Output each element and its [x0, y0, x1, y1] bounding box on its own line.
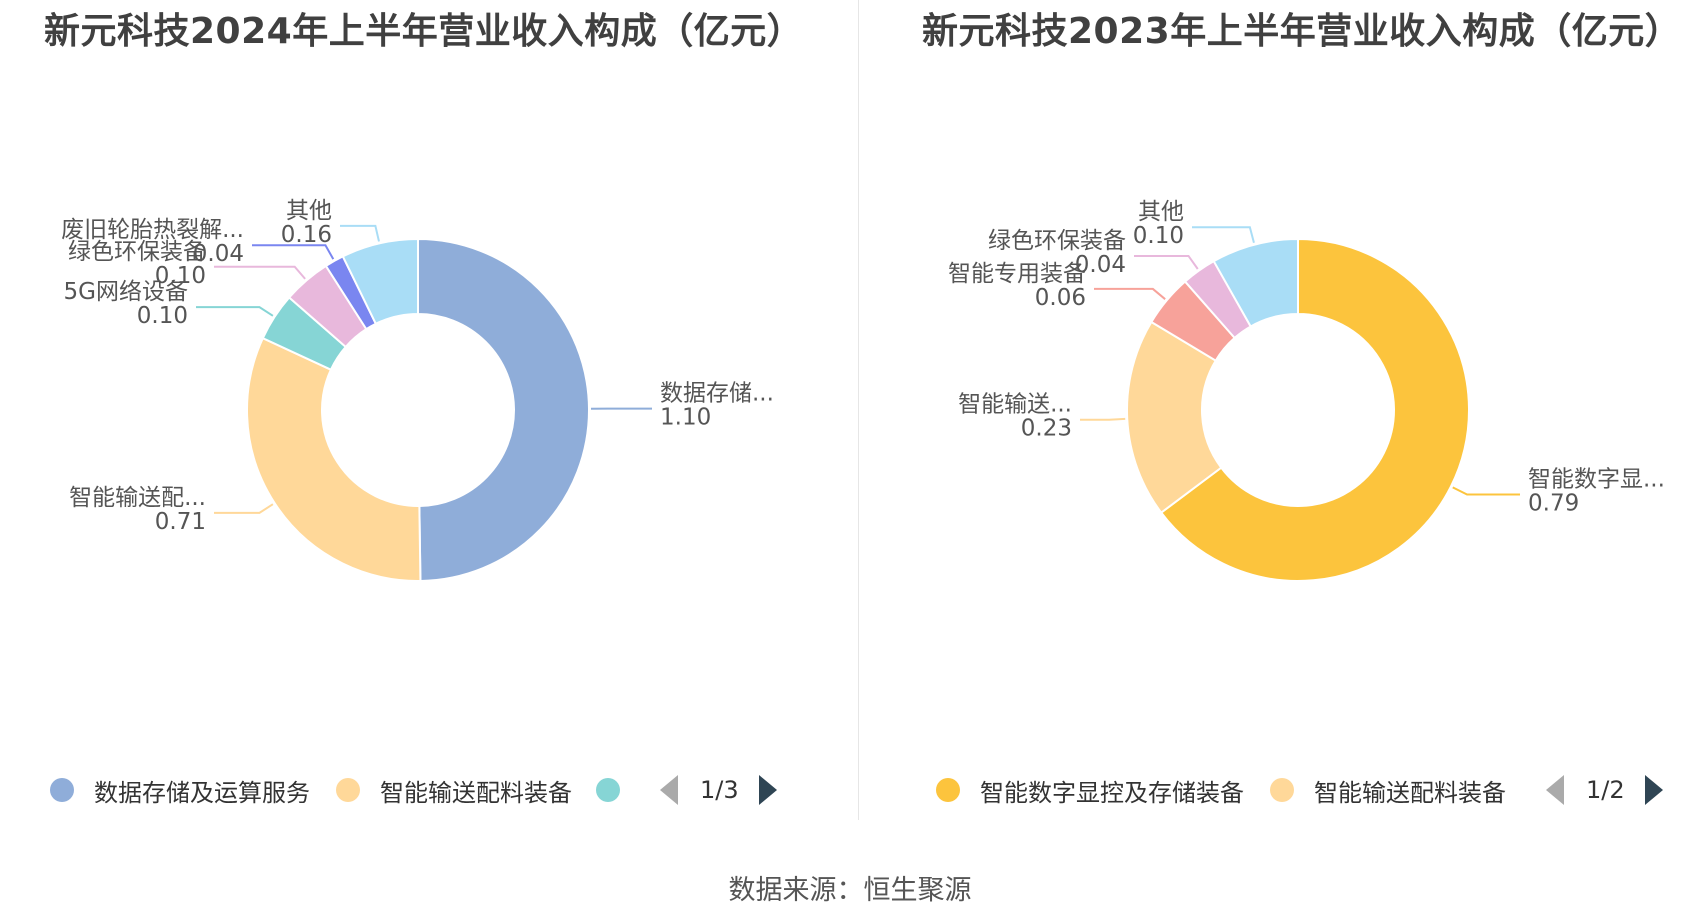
slice-label-name: 废旧轮胎热裂解...	[61, 217, 244, 243]
legend-swatch	[1270, 778, 1294, 802]
chart-panel-2023: 新元科技2023年上半年营业收入构成（亿元） 智能数字显... 0.79 智能输送.…	[860, 0, 1700, 820]
legend-pager: 1/3	[660, 775, 777, 805]
slice-label-name: 数据存储...	[660, 381, 774, 407]
legend-item[interactable]: 智能输送配料装备	[336, 773, 572, 808]
slice-label-value: 0.10	[137, 303, 188, 329]
slice-label-name: 5G网络设备	[64, 279, 188, 305]
slice-label-name: 绿色环保装备	[988, 228, 1126, 254]
label-leader-line	[252, 244, 335, 260]
data-source-note: 数据来源：恒生聚源	[728, 875, 972, 906]
legend-swatch	[336, 778, 360, 802]
donut-slice[interactable]	[1212, 237, 1299, 328]
donut-slice[interactable]	[1126, 320, 1223, 515]
slice-label-value: 0.04	[193, 241, 244, 267]
donut-slice[interactable]	[341, 237, 419, 326]
legend-page-indicator: 1/3	[700, 776, 739, 804]
label-leader-line	[1080, 417, 1126, 421]
label-leader-line	[214, 503, 274, 514]
legend-swatch	[596, 778, 620, 802]
legend-item[interactable]: 智能数字显控及存储装备	[936, 773, 1244, 808]
slice-label-value: 0.10	[155, 263, 206, 289]
legend-item[interactable]: 数据存储及运算服务	[50, 773, 310, 808]
donut-chart-2024: 数据存储...1.10智能输送配...0.715G网络设备0.10绿色环保装备0…	[61, 198, 774, 582]
legend-label: 智能数字显控及存储装备	[980, 778, 1244, 807]
label-leader-line	[1094, 287, 1166, 300]
legend-prev-page-icon[interactable]	[660, 775, 678, 805]
slice-label-value: 0.10	[1133, 223, 1184, 249]
label-leader-line	[214, 265, 306, 280]
slice-label-value: 0.16	[281, 222, 332, 248]
legend-swatch	[50, 778, 74, 802]
donut-slice[interactable]	[1159, 237, 1470, 582]
legend-item[interactable]: 智能输送配料装备	[1270, 773, 1506, 808]
slice-label-name: 智能专用装备	[948, 261, 1086, 287]
legend-label: 数据存储及运算服务	[94, 778, 310, 807]
legend-swatch	[936, 778, 960, 802]
donut-slice[interactable]	[417, 237, 591, 582]
slice-label-value: 0.04	[1075, 252, 1126, 278]
legend-page-indicator: 1/2	[1586, 776, 1625, 804]
slice-label-value: 0.79	[1528, 491, 1579, 517]
slice-label-name: 绿色环保装备	[68, 239, 206, 265]
slice-label-name: 智能输送配...	[69, 485, 206, 511]
label-leader-line	[1192, 226, 1255, 243]
label-leader-line	[1452, 486, 1520, 496]
legend-pager: 1/2	[1546, 775, 1663, 805]
chart-legend: 数据存储及运算服务 智能输送配料装备 1/3	[50, 770, 777, 810]
legend-prev-page-icon[interactable]	[1546, 775, 1564, 805]
panel-divider	[858, 0, 859, 820]
chart-panel-2024: 新元科技2024年上半年营业收入构成（亿元） 数据存储... 1.10 智能输送配.…	[0, 0, 858, 820]
slice-label-value: 0.06	[1035, 285, 1086, 311]
chart-legend: 智能数字显控及存储装备 智能输送配料装备 1/2	[936, 770, 1663, 810]
chart-title: 新元科技2023年上半年营业收入构成（亿元）	[922, 11, 1682, 52]
slice-label-value: 0.23	[1021, 416, 1072, 442]
slice-label-name: 其他	[1138, 199, 1184, 225]
legend-next-page-icon[interactable]	[758, 775, 777, 805]
donut-chart-2023: 智能数字显...0.79智能输送...0.23智能专用装备0.06绿色环保装备0…	[948, 199, 1665, 582]
donut-slice[interactable]	[246, 336, 422, 582]
slice-label-name: 智能数字显...	[1528, 467, 1665, 493]
label-leader-line	[196, 306, 274, 317]
label-leader-line	[340, 224, 380, 242]
slice-label-name: 其他	[286, 198, 332, 224]
slice-label-name: 智能输送...	[958, 392, 1072, 418]
slice-label-value: 0.71	[155, 509, 206, 535]
legend-label: 智能输送配料装备	[1314, 778, 1506, 807]
chart-title: 新元科技2024年上半年营业收入构成（亿元）	[44, 11, 804, 52]
legend-next-page-icon[interactable]	[1644, 775, 1663, 805]
label-leader-line	[1134, 254, 1199, 270]
legend-item[interactable]	[596, 778, 620, 802]
slice-label-value: 1.10	[660, 405, 711, 431]
legend-label: 智能输送配料装备	[380, 778, 572, 807]
